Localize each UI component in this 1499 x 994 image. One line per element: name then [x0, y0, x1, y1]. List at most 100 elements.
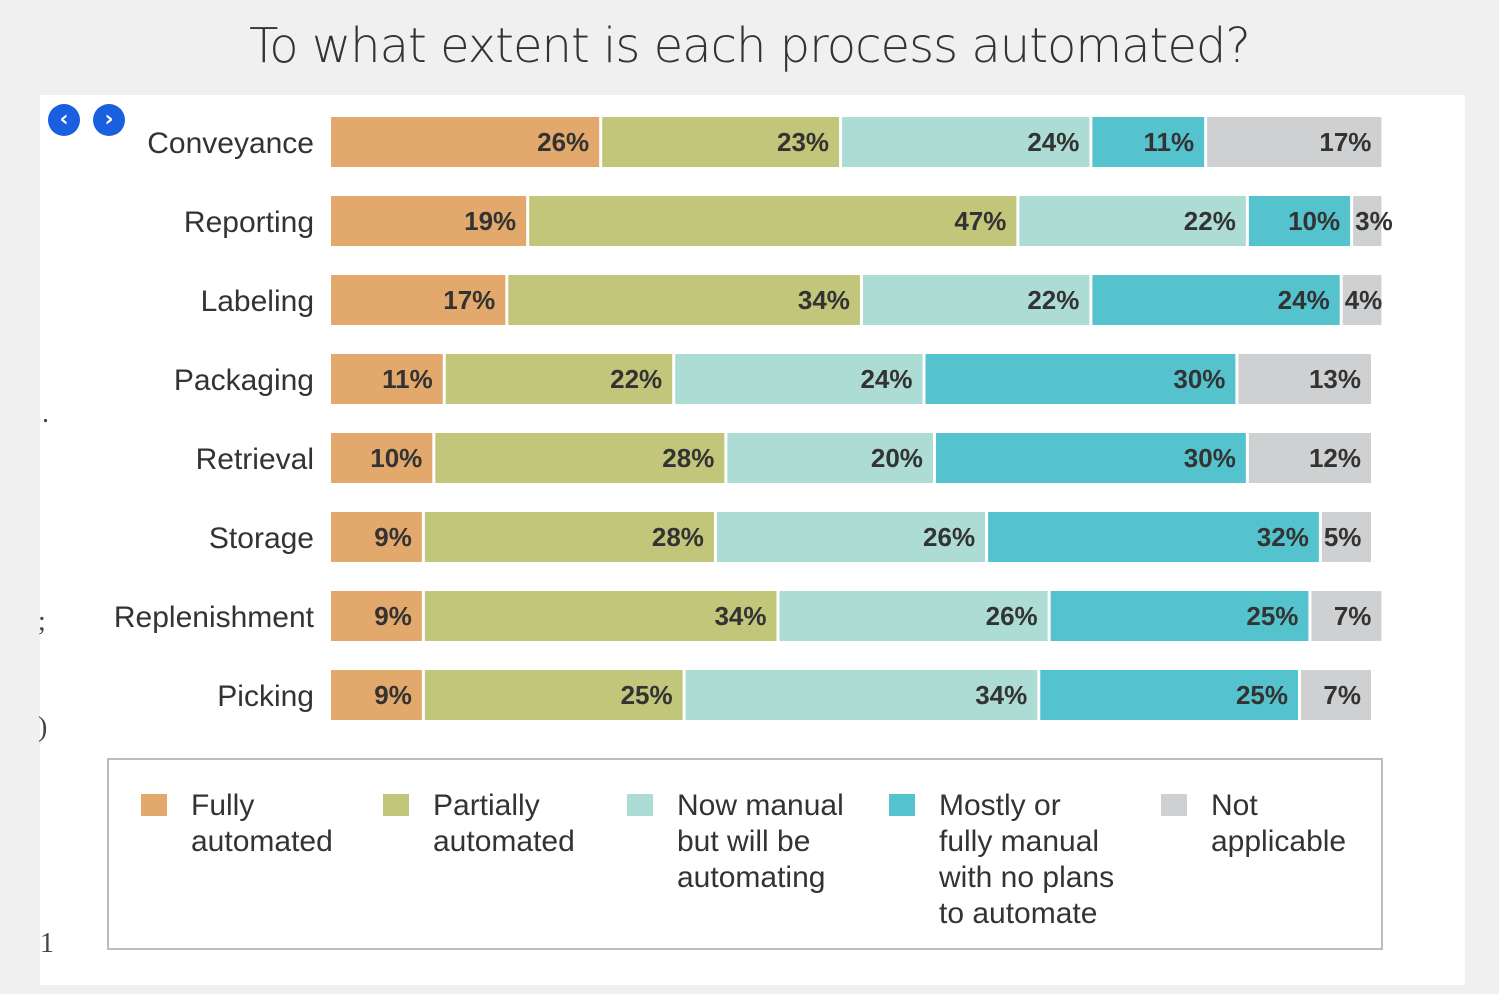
legend-label: Mostly or fully manual with no plans to … — [939, 789, 1115, 930]
bar-segment — [331, 196, 527, 246]
data-label: 24% — [860, 364, 912, 394]
legend-item-not-applicable: Not applicable — [1161, 788, 1411, 860]
data-label: 9% — [374, 522, 412, 552]
data-label: 3% — [1355, 206, 1393, 236]
data-label: 7% — [1334, 601, 1372, 631]
bar-segment — [331, 354, 443, 404]
data-label: 34% — [975, 680, 1027, 710]
bar-segment — [1207, 117, 1382, 167]
bar-segment — [935, 433, 1246, 483]
data-label: 26% — [923, 522, 975, 552]
bar-segment — [424, 670, 683, 720]
data-label: 11% — [1144, 127, 1195, 157]
bar-segment — [331, 275, 506, 325]
bar-segment — [1092, 117, 1205, 167]
stray-mark: ; — [38, 606, 46, 637]
bar-segment — [862, 275, 1090, 325]
bar-segment — [508, 275, 860, 325]
data-label: 5% — [1324, 522, 1362, 552]
category-label: Labeling — [201, 285, 314, 318]
bar-segment — [988, 512, 1319, 562]
bar-segment — [435, 433, 725, 483]
data-label: 4% — [1345, 285, 1383, 315]
category-label: Picking — [217, 680, 314, 713]
stray-mark: ) — [38, 712, 48, 743]
data-label: 22% — [1184, 206, 1236, 236]
data-label: 12% — [1309, 443, 1361, 473]
data-label: 25% — [1246, 601, 1298, 631]
legend-swatch — [889, 794, 915, 816]
bar-segment — [1248, 196, 1351, 246]
data-label: 30% — [1184, 443, 1236, 473]
bar-segment — [1321, 512, 1371, 562]
legend-item-fully: Fully automated — [141, 788, 391, 860]
data-label: 13% — [1309, 364, 1361, 394]
bar-segment — [331, 433, 433, 483]
bar-segment — [529, 196, 1017, 246]
legend-label: Now manual but will be automating — [677, 789, 844, 894]
data-label: 28% — [662, 443, 714, 473]
legend-swatch — [141, 794, 167, 816]
page-title: To what extent is each process automated… — [249, 18, 1251, 74]
bar-segment — [1050, 591, 1309, 641]
bar-segment — [727, 433, 933, 483]
legend-item-now-manual: Now manual but will be automating — [627, 788, 877, 896]
data-label: 30% — [1173, 364, 1225, 394]
stray-mark: . — [42, 398, 49, 429]
legend-label: Partially automated — [433, 789, 575, 858]
bar-segment — [424, 591, 777, 641]
bar-segment — [716, 512, 986, 562]
legend-swatch — [383, 794, 409, 816]
bar-segment — [331, 670, 422, 720]
data-label: 9% — [374, 680, 412, 710]
bar-segment — [842, 117, 1090, 167]
legend-swatch — [627, 794, 653, 816]
data-label: 23% — [777, 127, 829, 157]
category-label: Retrieval — [196, 443, 314, 476]
bar-segment — [1040, 670, 1298, 720]
legend-label: Not applicable — [1211, 789, 1347, 858]
bar-segment — [1342, 275, 1382, 325]
category-label: Packaging — [174, 364, 314, 397]
bar-segment — [675, 354, 923, 404]
data-label: 17% — [1319, 127, 1371, 157]
bar-segment — [424, 512, 714, 562]
data-label: 26% — [986, 601, 1038, 631]
legend: Fully automated Partially automated Now … — [107, 758, 1383, 950]
chevron-right-icon[interactable]: › — [93, 104, 125, 136]
data-label: 7% — [1323, 680, 1361, 710]
data-label: 22% — [610, 364, 662, 394]
legend-swatch — [1161, 794, 1187, 816]
stray-mark: 1 — [40, 928, 54, 959]
data-label: 9% — [374, 601, 412, 631]
data-label: 10% — [370, 443, 422, 473]
data-label: 20% — [871, 443, 923, 473]
data-label: 24% — [1027, 127, 1079, 157]
bar-segment — [1092, 275, 1340, 325]
bar-segment — [1238, 354, 1371, 404]
bar-segment — [1300, 670, 1371, 720]
bar-segment — [685, 670, 1038, 720]
data-label: 34% — [714, 601, 766, 631]
bar-segment — [925, 354, 1236, 404]
bar-segment — [1311, 591, 1382, 641]
bar-segment — [331, 591, 422, 641]
data-label: 26% — [537, 127, 589, 157]
data-label: 11% — [382, 364, 433, 394]
bar-segment — [1248, 433, 1371, 483]
data-label: 19% — [464, 206, 516, 236]
data-label: 17% — [443, 285, 495, 315]
data-label: 24% — [1278, 285, 1330, 315]
legend-label: Fully automated — [191, 789, 333, 858]
bar-segment — [602, 117, 840, 167]
data-label: 47% — [954, 206, 1006, 236]
category-label: Replenishment — [114, 601, 315, 634]
category-label: Conveyance — [147, 127, 314, 160]
bar-segment — [331, 512, 422, 562]
category-label: Storage — [209, 522, 314, 555]
legend-item-partially: Partially automated — [383, 788, 633, 860]
data-label: 10% — [1288, 206, 1340, 236]
chevron-left-icon[interactable]: ‹ — [48, 104, 80, 136]
bar-segment — [779, 591, 1048, 641]
data-label: 34% — [798, 285, 850, 315]
